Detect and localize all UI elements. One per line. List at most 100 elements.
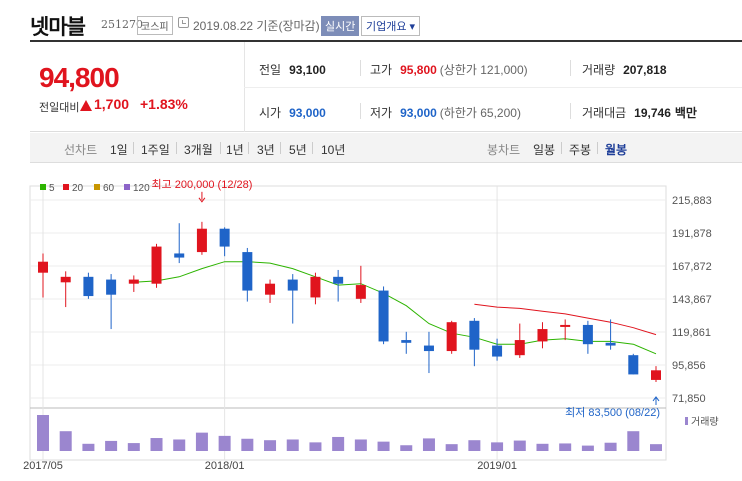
candle-body [355,285,366,299]
volume-bar [559,443,572,451]
candle-body [605,342,616,346]
legend-label-ma120: 120 [133,183,150,194]
candle-body [196,228,207,253]
ma20-line [474,303,657,336]
volume-bar [491,442,504,451]
volume-bar [581,445,594,451]
low-price: 저가 93,000 (하한가 65,200) [370,106,521,120]
y-tick-label: 167,872 [672,261,712,273]
realtime-button[interactable]: 실시간 [321,16,360,36]
volume-bar [195,432,208,451]
chart-frame [29,185,667,461]
change-percent: +1.83% [140,96,188,112]
candle-body [310,276,321,298]
candle-body [60,276,71,283]
stock-header: 넷마블 251270 코스피 2019.08.22 기준(장마감) 실시간 기업… [0,0,742,42]
quote-panel: 94,800 전일대비 1,700 +1.83% 전일 93,100 고가 95,8… [30,42,742,132]
line-chart-label[interactable]: 선차트 [64,143,98,157]
y-tick-label: 191,878 [672,228,712,240]
tab-1w[interactable]: 1주일 [141,143,170,157]
candle-body [560,324,571,327]
candle-body [128,279,139,284]
candle-body [219,228,230,247]
volume-bar [650,444,662,451]
legend-label-ma20: 20 [72,183,84,194]
stock-code: 251270 [101,18,143,31]
tab-monthly[interactable]: 월봉 [605,143,628,157]
legend-swatch [94,184,100,190]
high-price: 고가 95,800 (상한가 121,000) [370,63,528,77]
volume-bar [82,443,95,451]
candle-body [582,324,593,345]
market-badge: 코스피 [137,16,173,35]
candle-body [151,246,162,284]
volume-bar [59,431,72,451]
candle-body [423,345,434,352]
volume-bar [513,440,526,451]
stock-name: 넷마블 [30,16,86,39]
legend-swatch [40,184,46,190]
volume-bar [422,438,435,451]
candle-body [401,340,412,343]
volume-bar [536,443,549,451]
tab-3m[interactable]: 3개월 [184,143,213,157]
tab-10y[interactable]: 10년 [321,143,346,157]
candle-body [446,322,457,352]
volume-bar [627,431,640,451]
candle-body [174,253,185,258]
ma5-line [133,261,657,355]
volume-bar [332,436,345,451]
volume-bar [127,443,140,451]
candle-body [514,340,525,356]
trade-amount: 거래대금 19,746 백만 [582,106,697,120]
legend-swatch [124,184,130,190]
volume-bar [241,438,254,451]
tab-3y[interactable]: 3년 [257,143,275,157]
candle-body [242,252,253,291]
volume-bar [150,438,163,451]
legend-label-ma5: 5 [49,183,55,194]
candle-body [333,276,344,284]
x-tick-label: 2019/01 [477,460,517,472]
legend-swatch [63,184,69,190]
volume-bar [173,439,186,451]
company-info-dropdown[interactable]: 기업개요 ▾ [361,16,421,36]
change-label: 전일대비 [39,102,80,114]
volume-legend-swatch [685,417,688,425]
y-tick-label: 95,856 [672,360,706,372]
open-price: 시가 93,000 [259,106,326,120]
high-arrow-head [198,197,206,203]
y-tick-label: 215,883 [672,195,712,207]
candle-body [287,279,298,291]
candle-chart-label[interactable]: 봉차트 [487,143,521,157]
prev-close: 전일 93,100 [259,63,326,77]
volume-legend-label: 거래량 [691,416,719,428]
tab-5y[interactable]: 5년 [289,143,307,157]
candle-body [265,283,276,295]
volume-bar [264,440,277,451]
volume-bar [445,444,458,451]
tab-1y[interactable]: 1년 [226,143,244,157]
reference-date: 2019.08.22 기준(장마감) [193,19,320,33]
candle-body [469,320,480,350]
candle-body [378,290,389,342]
volume-bar [286,439,299,451]
high-annotation: 최고 200,000 (12/28) [151,178,252,191]
y-tick-label: 143,867 [672,294,712,306]
tab-weekly[interactable]: 주봉 [569,143,592,157]
x-tick-label: 2017/05 [23,460,63,472]
volume: 거래량 207,818 [582,63,667,77]
volume-bar [309,442,322,451]
tab-1d[interactable]: 1일 [110,143,128,157]
tab-daily[interactable]: 일봉 [533,143,556,157]
volume-bar [377,441,390,451]
x-tick-label: 2018/01 [205,460,245,472]
candle-body [492,345,503,357]
volume-bar [468,440,481,451]
candle-body [83,276,94,297]
clock-icon [178,17,189,28]
y-tick-label: 71,850 [672,393,706,405]
candle-body [106,279,117,295]
candle-body [651,370,661,380]
